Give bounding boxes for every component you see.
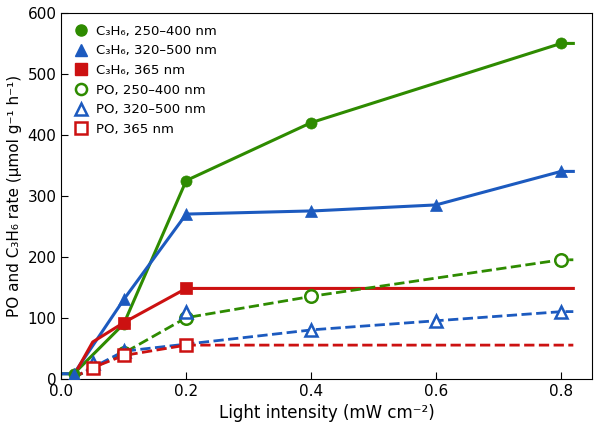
Legend: C₃H₆, 250–400 nm, C₃H₆, 320–500 nm, C₃H₆, 365 nm, PO, 250–400 nm, PO, 320–500 nm: C₃H₆, 250–400 nm, C₃H₆, 320–500 nm, C₃H₆… [68, 20, 222, 141]
Y-axis label: PO and C₃H₆ rate (μmol g⁻¹ h⁻¹): PO and C₃H₆ rate (μmol g⁻¹ h⁻¹) [7, 75, 22, 317]
X-axis label: Light intensity (mW cm⁻²): Light intensity (mW cm⁻²) [219, 404, 435, 422]
